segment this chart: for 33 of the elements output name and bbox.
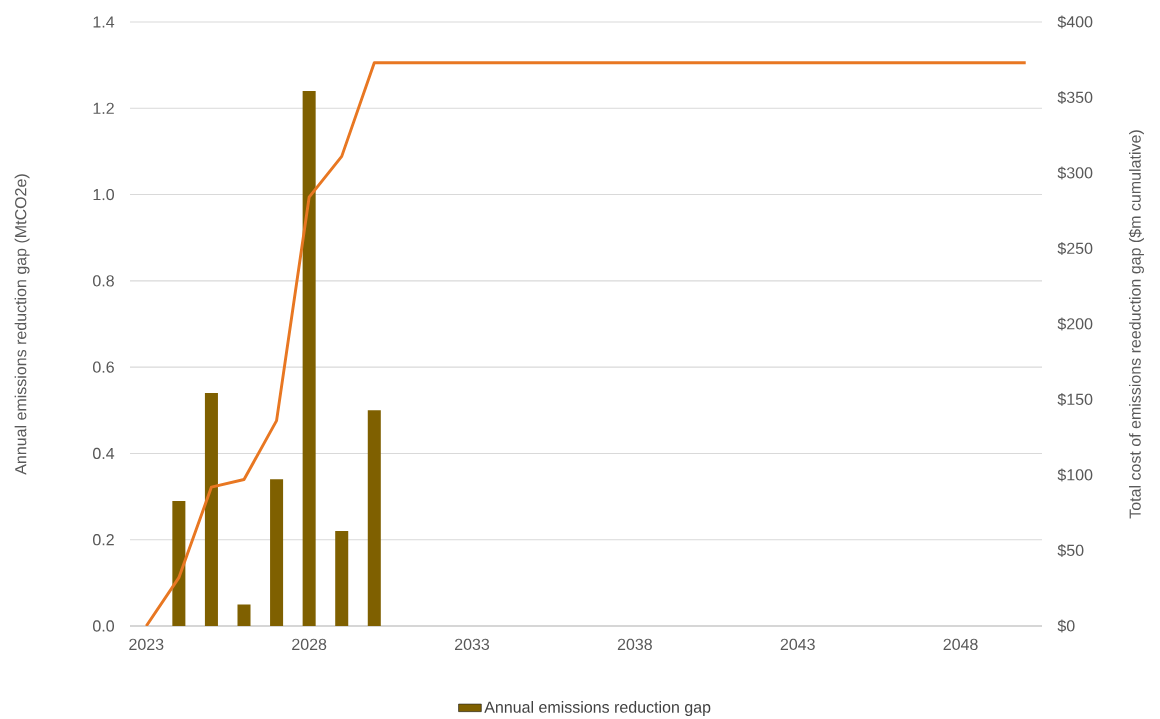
y2-tick-label: $150	[1057, 393, 1093, 406]
y2-tick-label: $50	[1057, 544, 1084, 557]
x-tick-label: 2038	[617, 638, 652, 651]
y-axis-title: Annual emissions reduction gap (MtCO2e)	[14, 174, 30, 475]
legend-label: Annual emissions reduction gap	[484, 701, 711, 716]
y2-tick-label: $100	[1057, 468, 1093, 482]
x-tick-label: 2043	[780, 638, 815, 651]
bar	[204, 393, 218, 626]
y-tick-label: 1.4	[93, 16, 115, 28]
y-tick-label: 0.2	[93, 534, 114, 546]
y2-tick-label: $300	[1057, 166, 1093, 180]
y2-tick-label: $400	[1057, 15, 1093, 29]
x-tick-label: 2033	[455, 638, 490, 651]
bar	[172, 500, 186, 626]
y2-tick-label: $200	[1057, 317, 1093, 331]
y-tick-label: 0.0	[93, 620, 115, 632]
x-tick-label: 2023	[129, 638, 164, 651]
bar	[367, 410, 381, 626]
y-tick-label: 0.6	[93, 361, 114, 373]
y2-tick-label: $0	[1057, 619, 1075, 633]
y2-axis-title: Total cost of emissions reeduction gap ($m cumulative)	[1128, 130, 1144, 519]
bar	[335, 531, 349, 626]
y2-tick-label: $250	[1057, 242, 1093, 255]
bar	[302, 91, 316, 626]
bar	[270, 479, 284, 626]
y-tick-label: 1.2	[93, 102, 114, 114]
x-tick-label: 2048	[943, 638, 978, 651]
y-tick-label: 0.4	[93, 447, 115, 460]
bar	[237, 604, 251, 626]
y2-tick-label: $350	[1057, 91, 1093, 104]
x-tick-label: 2028	[292, 638, 327, 651]
y-tick-label: 1.0	[93, 188, 115, 201]
y-tick-label: 0.8	[93, 275, 114, 287]
